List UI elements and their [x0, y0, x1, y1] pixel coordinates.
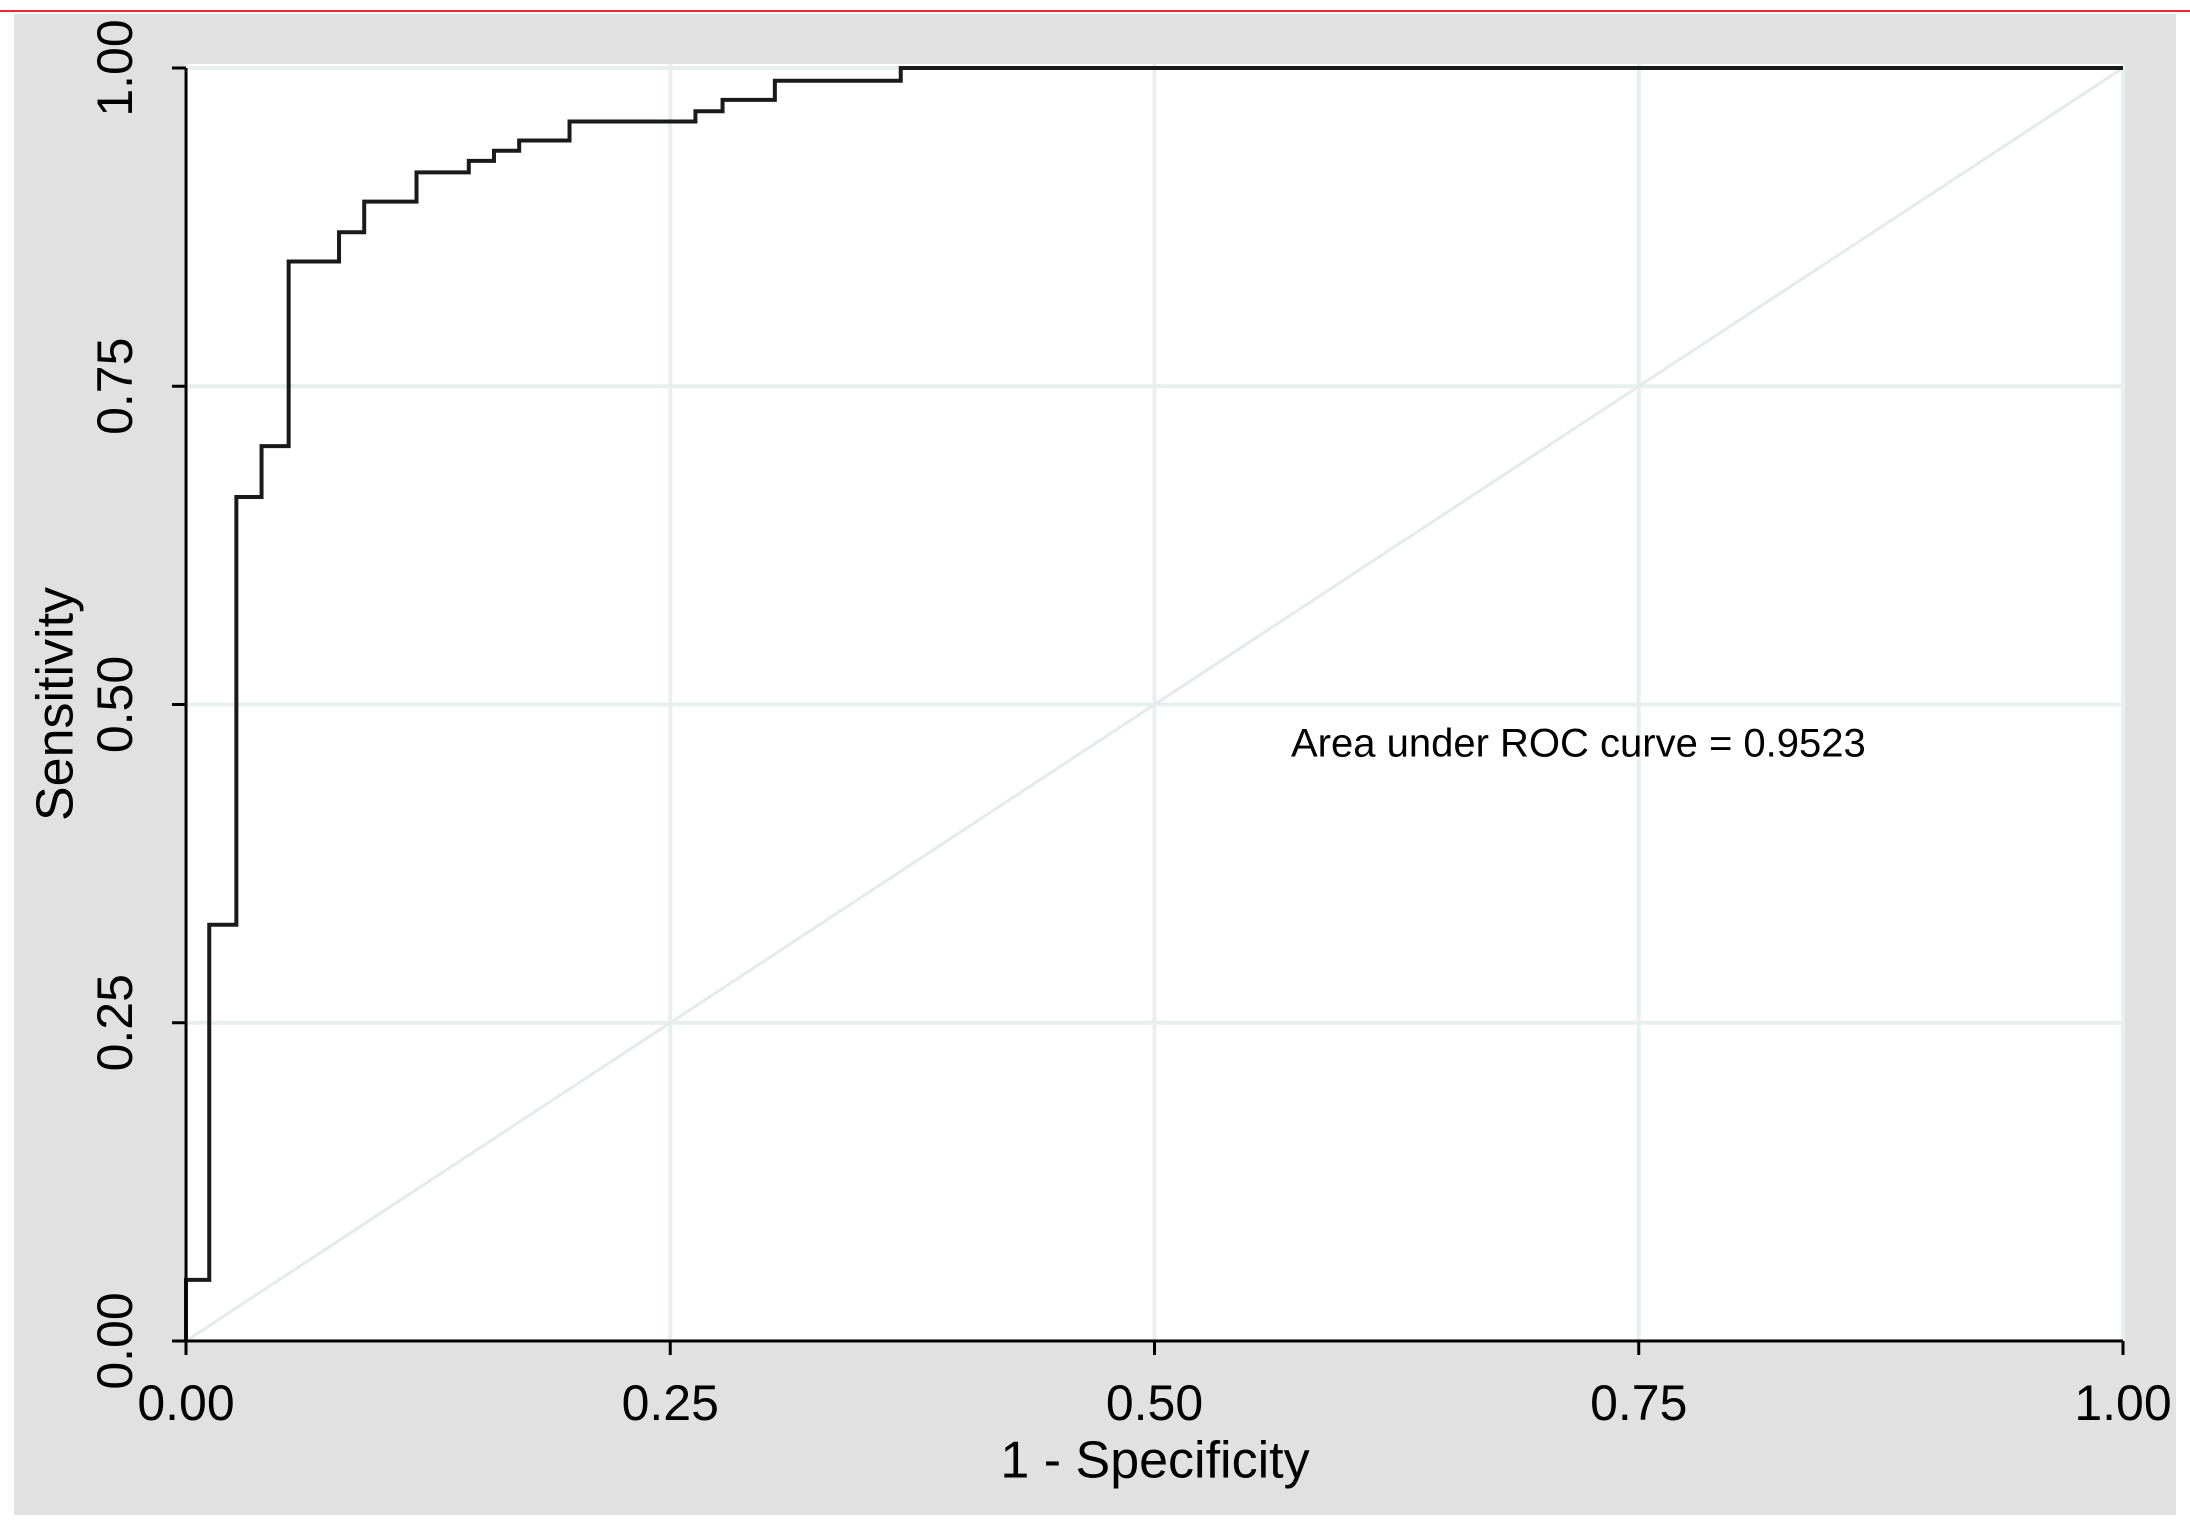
x-tick-label: 0.00 — [137, 1375, 234, 1431]
roc-curve — [184, 66, 2123, 1341]
y-axis-title: Sensitivity — [27, 587, 85, 821]
annotation: Area under ROC curve = 0.9523 — [1291, 722, 1866, 766]
x-tick-label: 0.75 — [1590, 1375, 1687, 1431]
x-tick-label: 0.50 — [1106, 1375, 1203, 1431]
y-tick-label: 1.00 — [87, 19, 143, 116]
x-axis-title: 1 - Specificity — [1000, 1432, 1309, 1490]
reference-line — [185, 66, 2124, 1343]
x-tick-label: 1.00 — [2074, 1375, 2171, 1431]
y-tick-label: 0.25 — [87, 974, 143, 1071]
y-tick-label: 0.00 — [87, 1292, 143, 1389]
marks — [184, 66, 2124, 1343]
y-tick-label: 0.50 — [87, 656, 143, 753]
axes: 0.00 0.25 0.50 0.75 1.00 0.00 0.25 0.50 0.75 1.00 — [87, 19, 2171, 1431]
x-tick-label: 0.25 — [622, 1375, 719, 1431]
y-tick-label: 0.75 — [87, 338, 143, 435]
